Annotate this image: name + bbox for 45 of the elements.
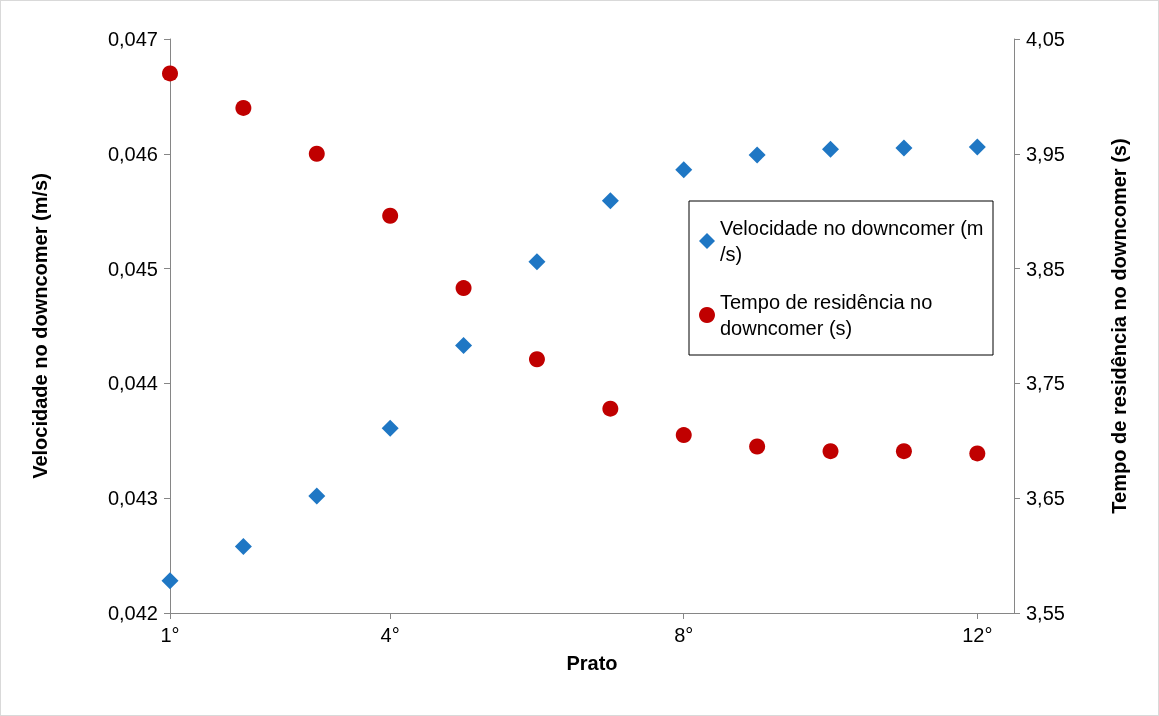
point (234, 537, 252, 555)
point (235, 99, 252, 116)
point (308, 145, 325, 162)
point (602, 400, 619, 417)
y-tick-label: 0,043 (107, 487, 158, 510)
y2-tick-label: 3,65 (1026, 487, 1065, 510)
x-tick-label: 8° (674, 624, 694, 646)
point (528, 351, 545, 368)
point (822, 443, 839, 460)
point (162, 65, 178, 82)
point (822, 140, 840, 158)
y2-tick-label: 3,75 (1026, 372, 1065, 395)
point (382, 207, 399, 224)
point (749, 438, 766, 455)
point (675, 427, 692, 444)
y-tick-label: 0,045 (107, 257, 158, 280)
y2-tick-label: 4,05 (1026, 28, 1065, 50)
legend-label: Velocidade no downcomer (m/s) (720, 217, 984, 265)
y-tick-label: 0,047 (107, 28, 158, 50)
y-tick-label: 0,044 (107, 372, 158, 395)
x-tick-label: 12° (962, 624, 993, 646)
point (601, 192, 619, 210)
point (748, 146, 766, 164)
point (968, 138, 986, 156)
point (455, 280, 472, 297)
legend-label: Tempo de residência no downcomer (s) (720, 291, 938, 339)
y2-axis-title: Tempo de residência no downcomer (s) (1108, 138, 1130, 514)
y-tick-label: 0,046 (107, 142, 158, 165)
y-tick-label: 0,042 (107, 602, 158, 624)
point (308, 487, 326, 505)
point (381, 419, 399, 437)
y2-tick-label: 3,55 (1026, 602, 1065, 624)
point (895, 139, 913, 157)
point (455, 337, 473, 355)
point (675, 161, 693, 179)
x-tick-label: 4° (380, 624, 400, 646)
y2-tick-label: 3,85 (1026, 257, 1065, 280)
point (528, 253, 546, 271)
point (895, 443, 912, 460)
point (969, 445, 986, 462)
x-axis-title: Prato (566, 652, 618, 674)
y-axis-title: Velocidade no downcomer (m/s) (29, 173, 51, 479)
x-tick-label: 1° (160, 624, 180, 646)
point (161, 572, 179, 590)
y2-tick-label: 3,95 (1026, 142, 1065, 165)
